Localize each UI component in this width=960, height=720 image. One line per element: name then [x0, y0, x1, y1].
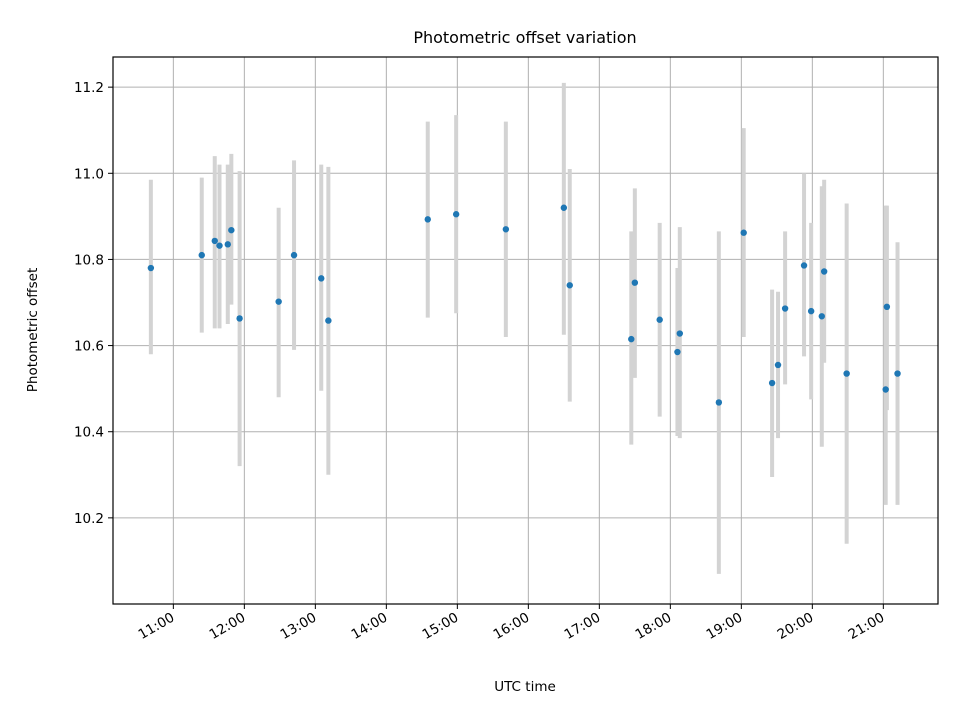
data-point: [424, 216, 431, 223]
data-point: [843, 370, 850, 377]
data-point: [502, 226, 510, 233]
data-point: [198, 251, 205, 259]
data-point: [768, 379, 776, 387]
data-point: [674, 348, 681, 356]
data-point: [715, 399, 723, 406]
data-point: [800, 262, 808, 269]
x-axis-label: UTC time: [494, 679, 556, 695]
data-point: [228, 226, 235, 234]
data-point: [740, 229, 747, 236]
data-point: [882, 386, 889, 393]
data-point: [820, 268, 828, 275]
chart-title: Photometric offset variation: [413, 28, 636, 47]
data-point: [147, 264, 155, 272]
data-point: [216, 242, 223, 249]
point-layer: [147, 204, 901, 406]
data-point: [781, 305, 789, 312]
data-point: [318, 275, 325, 282]
data-point: [325, 317, 332, 324]
y-tick-label: 10.2: [74, 511, 104, 527]
plot-frame: [112, 56, 939, 605]
data-point: [560, 204, 568, 211]
data-point: [676, 330, 684, 337]
data-point: [631, 279, 639, 286]
y-axis-label: Photometric offset: [25, 268, 41, 392]
data-point: [628, 335, 635, 343]
y-tick-label: 10.8: [74, 252, 104, 268]
data-point: [275, 298, 282, 305]
data-point: [224, 241, 231, 248]
data-point: [211, 237, 218, 245]
y-tick-label: 10.4: [74, 425, 104, 441]
data-point: [290, 251, 298, 259]
grid-layer: [113, 57, 938, 604]
data-point: [807, 307, 815, 315]
data-point: [894, 370, 901, 377]
y-tick-label: 11.2: [74, 80, 104, 96]
data-point: [883, 303, 891, 311]
y-tick-label: 11.0: [74, 166, 104, 182]
data-point: [774, 361, 782, 369]
data-point: [236, 315, 243, 322]
y-tick-label: 10.6: [74, 339, 104, 355]
data-point: [452, 211, 460, 218]
data-point: [818, 313, 825, 320]
data-point: [566, 282, 573, 289]
data-point: [656, 316, 663, 323]
